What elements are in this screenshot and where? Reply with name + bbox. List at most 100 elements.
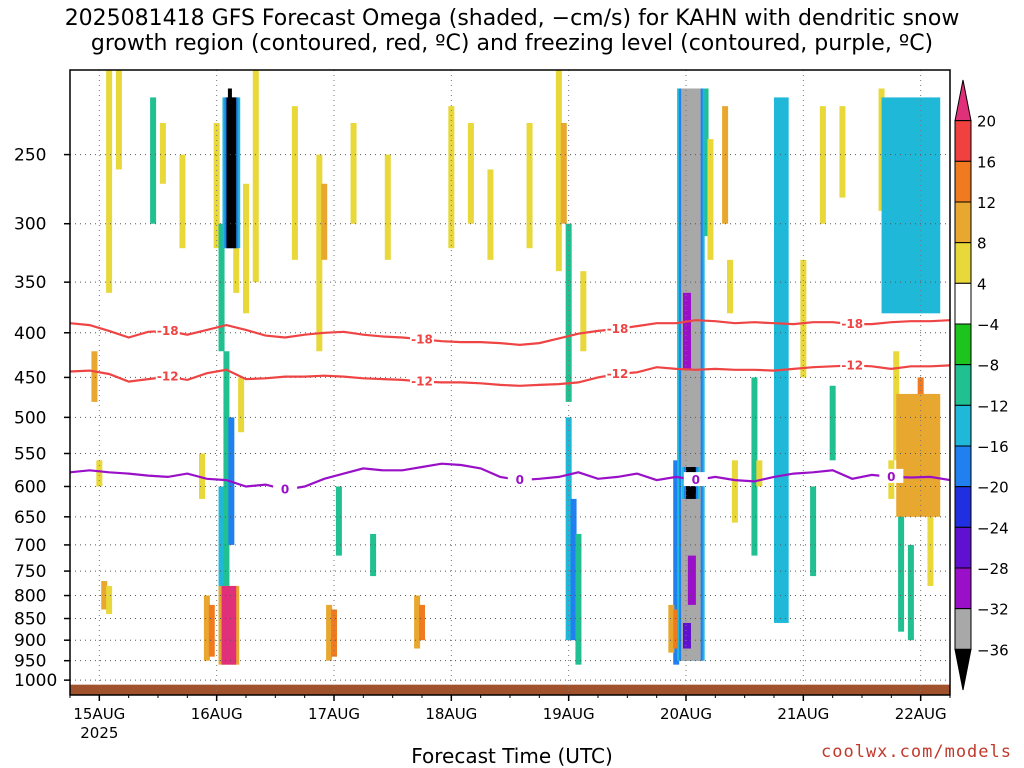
colorbar-swatch [954, 242, 972, 284]
omega-streak [800, 259, 807, 378]
colorbar-swatch [954, 120, 972, 162]
omega-streak [101, 581, 108, 610]
omega-streak [727, 259, 733, 314]
colorbar-label: 8 [977, 235, 987, 253]
y-tick-label: 950 [14, 652, 46, 672]
omega-streak [487, 169, 494, 260]
omega-streak [159, 122, 166, 184]
omega-streak [722, 106, 729, 224]
omega-streak [907, 544, 914, 641]
omega-feature [896, 393, 941, 517]
y-tick-label: 350 [14, 273, 46, 293]
colorbar-swatch [954, 282, 972, 325]
omega-streak [683, 368, 691, 433]
colorbar-swatch [954, 201, 972, 244]
contour-label: 0 [887, 470, 895, 484]
omega-feature [221, 585, 237, 665]
contour-line [69, 364, 951, 387]
x-tick-label: 22AUG [895, 705, 947, 723]
contour-label-bg [273, 481, 298, 496]
x-tick-label: 21AUG [777, 705, 829, 723]
contour-label-bg [155, 322, 180, 337]
chart-title-line-2: growth region (contoured, red, ºC) and f… [90, 31, 934, 56]
y-tick-label: 700 [14, 536, 46, 556]
omega-streak [756, 460, 763, 487]
omega-streak [419, 604, 425, 641]
colorbar-label: −4 [977, 316, 999, 334]
omega-streak [560, 122, 567, 224]
omega-streak [467, 122, 474, 224]
contour-label-bg [605, 366, 630, 381]
x-tick-label: 19AUG [543, 705, 595, 723]
omega-streak [683, 292, 691, 369]
contour-label: -18 [607, 322, 629, 336]
y-tick-label: 600 [14, 477, 46, 497]
colorbar-label: 12 [977, 194, 996, 212]
contour-label: -18 [841, 317, 863, 331]
contour-label: -12 [841, 358, 863, 372]
omega-streak [179, 154, 186, 249]
contour-label: -12 [157, 370, 179, 384]
colorbar-label: −24 [977, 519, 1009, 537]
omega-streak [115, 70, 122, 170]
omega-streak [321, 183, 328, 260]
colorbar-swatch [954, 445, 972, 488]
colorbar-swatch [954, 526, 972, 569]
omega-streak [526, 122, 533, 249]
contour-line [69, 319, 951, 347]
omega-streak [91, 351, 98, 402]
contour-label-bg [683, 472, 708, 487]
omega-streak [927, 473, 934, 586]
omega-streak [243, 183, 249, 314]
omega-streak [565, 417, 572, 641]
y-tick-label: 900 [14, 631, 46, 651]
omega-streak [96, 460, 103, 487]
omega-streak [668, 604, 675, 653]
omega-streak [707, 139, 714, 260]
omega-streak [331, 609, 337, 657]
contour-label: -18 [157, 324, 179, 338]
y-tick-label: 250 [14, 146, 46, 166]
colorbar-label: 20 [977, 113, 996, 131]
colorbar-label: −12 [977, 397, 1009, 415]
omega-streak [555, 70, 562, 272]
omega-streak [218, 486, 225, 661]
x-tick-label: 15AUG [73, 705, 125, 723]
omega-streak [839, 106, 846, 198]
omega-streak [819, 106, 826, 224]
omega-streak [751, 377, 758, 556]
omega-streak [580, 271, 587, 352]
y-tick-label: 650 [14, 508, 46, 528]
ground-shading [70, 684, 950, 695]
contour-label: 0 [516, 473, 524, 487]
y-tick-label: 500 [14, 408, 46, 428]
contour-label-bg [879, 468, 904, 483]
omega-streak [414, 595, 421, 649]
colorbar-cap-top [954, 79, 972, 122]
contour-label: 0 [281, 483, 289, 497]
colorbar-label: −16 [977, 438, 1009, 456]
colorbar-swatch [954, 364, 972, 406]
plot-area [70, 70, 950, 695]
omega-streak [335, 486, 342, 556]
omega-streak [218, 223, 225, 352]
omega-streak [673, 460, 680, 665]
omega-streak [898, 417, 905, 632]
y-tick-label: 800 [14, 587, 46, 607]
omega-streak [829, 385, 836, 461]
contour-label: -12 [607, 367, 629, 381]
y-tick-label: 850 [14, 610, 46, 630]
colorbar-swatch [954, 608, 972, 650]
contour-label: -12 [411, 375, 433, 389]
contour-label-bg [507, 472, 532, 487]
colorbar-swatch [954, 486, 972, 528]
x-tick-label: 18AUG [425, 705, 477, 723]
y-tick-label: 300 [14, 215, 46, 235]
omega-streak [448, 106, 455, 249]
omega-streak [208, 604, 215, 657]
credit-link[interactable]: coolwx.com/models [821, 742, 1012, 762]
omega-streak [810, 486, 817, 577]
omega-streak [199, 453, 205, 499]
colorbar-swatch [954, 323, 972, 366]
